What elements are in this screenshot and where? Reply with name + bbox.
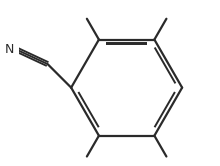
Text: N: N <box>5 43 14 56</box>
